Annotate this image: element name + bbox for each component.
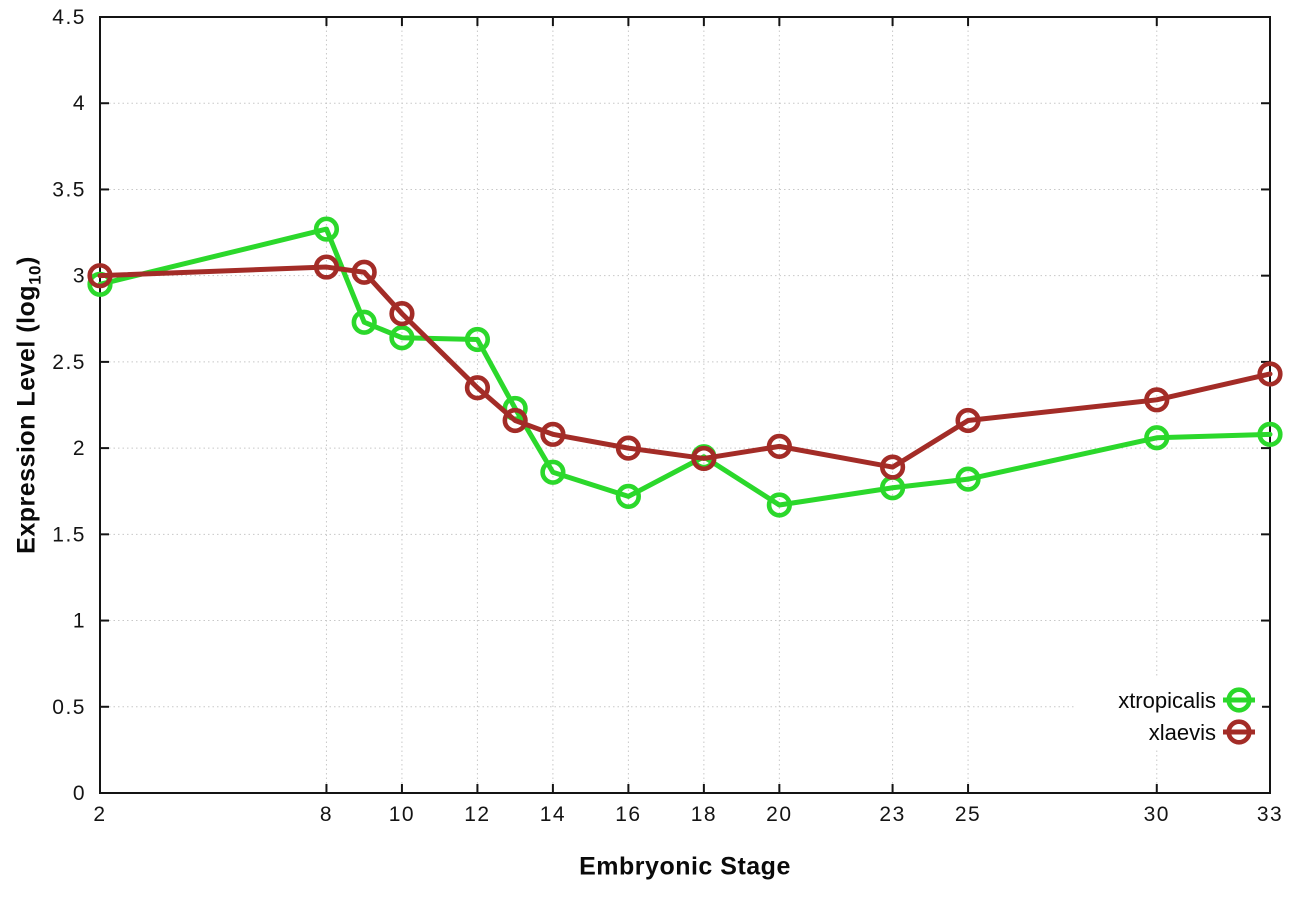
data-point-xtropicalis [766, 492, 792, 518]
y-axis-title-text: Expression Level (log [12, 284, 41, 554]
x-tick-label: 25 [955, 803, 981, 826]
data-point-xtropicalis [464, 326, 491, 353]
data-point-xlaevis [691, 445, 717, 472]
data-point-xlaevis [766, 433, 792, 459]
x-tick-label: 30 [1144, 803, 1170, 826]
legend-marker-xtropicalis [1226, 687, 1252, 713]
data-point-xlaevis [389, 301, 415, 327]
x-tick-label: 10 [389, 803, 415, 826]
legend-label-xlaevis: xlaevis [1149, 720, 1216, 745]
y-tick-label: 1.5 [52, 523, 86, 546]
data-point-xlaevis [955, 407, 981, 434]
y-tick-label: 0 [73, 782, 86, 805]
x-tick-label: 12 [464, 803, 490, 826]
y-tick-label: 0.5 [52, 696, 86, 719]
data-point-xtropicalis [1257, 421, 1283, 447]
x-tick-label: 23 [879, 803, 905, 826]
legend-label-xtropicalis: xtropicalis [1118, 688, 1216, 713]
data-point-xlaevis [464, 375, 491, 401]
data-point-xtropicalis [389, 325, 415, 351]
data-point-xlaevis [1257, 361, 1283, 387]
x-tick-label: 2 [93, 803, 106, 826]
data-point-xlaevis [351, 259, 377, 285]
data-point-xtropicalis [313, 216, 340, 242]
x-tick-label: 16 [615, 803, 641, 826]
x-tick-label: 8 [320, 803, 333, 826]
y-tick-label: 1 [73, 610, 86, 633]
data-point-xtropicalis [351, 309, 377, 335]
data-point-xlaevis [87, 263, 113, 289]
y-axis-title-subscript: 10 [25, 264, 45, 285]
y-tick-label: 2 [73, 437, 86, 460]
x-tick-label: 33 [1257, 803, 1283, 826]
y-tick-label: 4.5 [52, 6, 86, 29]
data-point-xlaevis [615, 435, 641, 461]
data-point-xlaevis [313, 254, 340, 280]
data-point-xlaevis [1144, 387, 1170, 413]
data-point-xlaevis [879, 454, 906, 480]
y-tick-label: 4 [73, 92, 86, 115]
data-point-xlaevis [540, 421, 566, 447]
x-axis-title: Embryonic Stage [579, 852, 791, 881]
y-tick-label: 3.5 [52, 178, 86, 201]
plot-border [99, 16, 1271, 794]
data-point-xtropicalis [955, 466, 981, 492]
x-tick-label: 14 [540, 803, 566, 826]
x-tick-label: 18 [691, 803, 717, 826]
y-axis-title-close-paren: ) [12, 256, 41, 265]
y-axis-title: Expression Level (log10) [12, 256, 45, 554]
y-tick-label: 2.5 [52, 351, 86, 374]
legend-marker-xlaevis [1226, 719, 1252, 745]
data-point-xlaevis [502, 407, 528, 434]
data-point-xtropicalis [615, 483, 641, 509]
series-line-xtropicalis [97, 226, 1273, 508]
y-tick-label: 3 [73, 265, 86, 288]
data-point-xtropicalis [1144, 425, 1170, 451]
data-point-xtropicalis [540, 459, 566, 485]
x-tick-label: 20 [766, 803, 792, 826]
